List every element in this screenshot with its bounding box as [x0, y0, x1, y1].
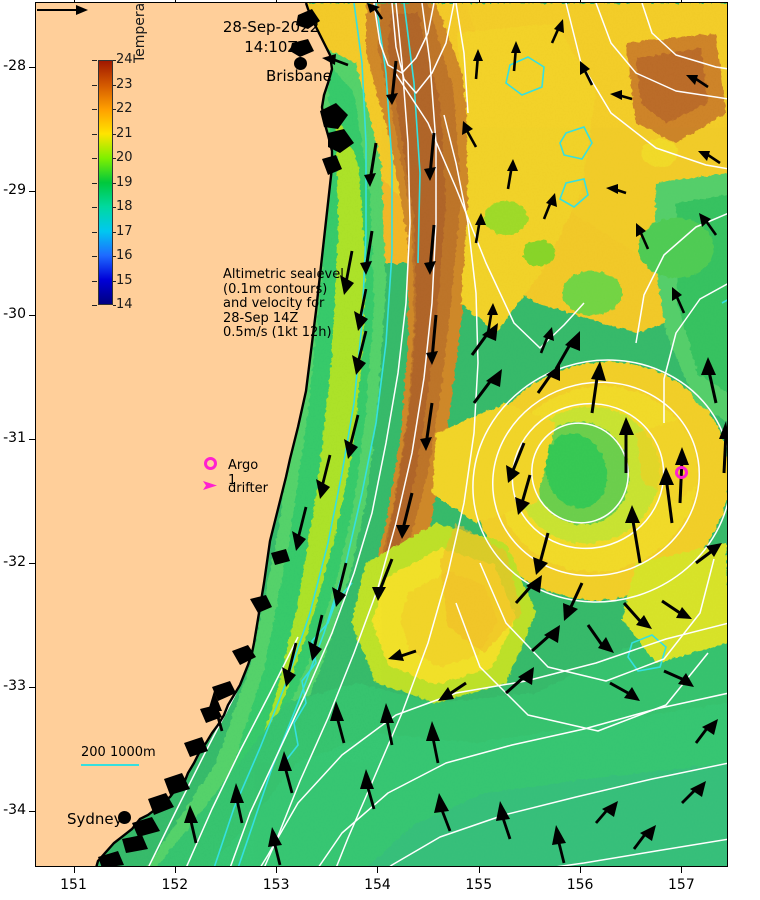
legend-label-drifter: drifter: [228, 481, 268, 496]
y-axis-tick-label: -29: [3, 181, 26, 198]
y-axis-tick-mark: [29, 66, 35, 68]
colorbar-tick-label: 23: [116, 76, 133, 92]
y-axis-tick-mark: [29, 562, 35, 564]
x-axis-tick-mark: [681, 867, 683, 873]
colorbar-tick-mark: [113, 256, 116, 257]
colorbar-tick-mark: [92, 133, 97, 135]
colorbar-tick-mark: [92, 256, 97, 257]
colorbar-tick-mark: [113, 109, 116, 110]
y-axis-tick-label: -32: [3, 553, 26, 570]
colorbar-tick-label: 21: [116, 125, 133, 141]
legend-label-argo: Argo 1: [228, 458, 259, 488]
timestamp-overlay: 28-Sep-2022 14:10Z: [222, 18, 320, 56]
colorbar-tick-mark: [113, 182, 116, 184]
x-axis-tick-label: 155: [465, 877, 493, 893]
colorbar-tick-mark: [113, 305, 116, 306]
coastline-detail: [98, 9, 354, 866]
x-axis-tick-mark: [73, 867, 75, 873]
colorbar-tick-label: 16: [116, 248, 133, 263]
x-axis-tick-mark-top: [580, 0, 582, 2]
colorbar-tick-label: 24: [116, 52, 133, 67]
x-axis-tick-label: 154: [364, 877, 391, 893]
colorbar-tick-mark: [113, 207, 116, 208]
x-axis-tick-label: 157: [668, 877, 695, 893]
x-axis-tick-mark: [276, 867, 278, 873]
argo-circle-marker-icon: [204, 457, 217, 470]
x-axis-tick-label: 156: [566, 877, 594, 893]
colorbar-tick-mark: [92, 207, 97, 208]
y-axis-tick-label: -33: [3, 678, 26, 695]
x-axis-tick-mark-top: [377, 0, 379, 2]
colorbar-tick-mark: [113, 60, 116, 61]
colorbar-tick-mark: [113, 133, 116, 135]
x-axis-tick-mark-top: [174, 0, 176, 2]
altimetric-annotation: Altimetric sealevel (0.1m contours) and …: [223, 267, 344, 340]
x-axis-tick-mark-top: [681, 0, 683, 2]
x-axis-tick-mark: [377, 867, 379, 873]
x-axis-tick-mark: [478, 867, 480, 873]
y-axis-tick-mark: [29, 314, 35, 316]
bathymetry-contours: [213, 3, 727, 866]
scalebar-line: [81, 764, 139, 766]
scalebar-label: 200 1000m: [81, 745, 156, 760]
colorbar-tick-label: 19: [116, 174, 133, 190]
x-axis-tick-mark-top: [73, 0, 75, 2]
colorbar-tick-mark: [92, 280, 97, 282]
colorbar-tick-mark: [92, 182, 97, 184]
ssh-contours: [148, 3, 727, 866]
brisbane-city-label: Brisbane: [266, 67, 332, 85]
y-axis-tick-mark: [29, 438, 35, 440]
sydney-city-label: Sydney: [67, 810, 123, 828]
map-plot-area[interactable]: 24 23 22 21 20 19 18 17 16 15 14 Temperature (°C) …: [35, 2, 728, 867]
drifter-arrow-marker-icon: [203, 481, 217, 490]
colorbar-tick-label: 14: [116, 297, 133, 312]
colorbar-tick-mark: [113, 84, 116, 86]
colorbar-title: Temperature (°C) VIIRS_N20 11% q|>=4: [132, 3, 148, 63]
x-axis-tick-mark-top: [478, 0, 480, 2]
colorbar-tick-label: 15: [116, 272, 133, 288]
x-axis-tick-label: 151: [60, 877, 87, 893]
colorbar-tick-mark: [113, 280, 116, 282]
map-raster-clip: [36, 3, 727, 866]
argo-float-marker[interactable]: [675, 466, 688, 479]
colorbar-tick-label: 20: [116, 150, 133, 165]
colorbar-tick-label: 22: [116, 101, 133, 116]
colorbar-tick-mark: [113, 231, 116, 233]
colorbar-gradient: [98, 60, 113, 305]
colorbar-tick-mark: [92, 231, 97, 233]
map-svg: [36, 3, 727, 866]
velocity-arrow-field: [184, 3, 727, 866]
y-axis-tick-label: -34: [3, 802, 26, 819]
colorbar-tick-label: 18: [116, 199, 133, 214]
x-axis-tick-mark-top: [276, 0, 278, 2]
brisbane-city-dot: [294, 57, 307, 70]
x-axis-tick-label: 153: [262, 877, 290, 893]
colorbar-tick-mark: [92, 158, 97, 159]
colorbar-tick-mark: [92, 60, 97, 61]
velocity-scale-arrow: [37, 5, 88, 15]
x-axis-tick-mark: [580, 867, 582, 873]
colorbar-tick-mark: [92, 109, 97, 110]
colorbar-tick-mark: [92, 84, 97, 86]
y-axis-tick-label: -31: [3, 429, 26, 446]
x-axis-tick-label: 152: [161, 877, 189, 893]
y-axis-tick-label: -30: [3, 305, 26, 322]
x-axis-tick-mark: [174, 867, 176, 873]
colorbar-tick-mark: [92, 305, 97, 306]
y-axis-tick-label: -28: [3, 57, 26, 74]
colorbar-tick-mark: [113, 158, 116, 159]
colorbar-tick-label: 17: [116, 223, 133, 239]
y-axis-tick-mark: [29, 190, 35, 192]
y-axis-tick-mark: [29, 811, 35, 813]
y-axis-tick-mark: [29, 687, 35, 689]
sydney-city-dot: [118, 811, 131, 824]
